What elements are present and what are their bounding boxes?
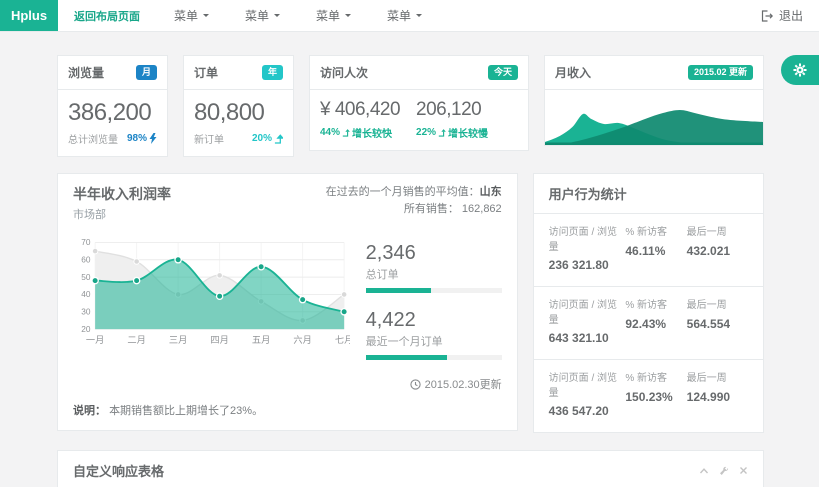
stat-value: 386,200	[68, 99, 152, 126]
stat-card-visitors: 访问人次 今天 ¥ 406,420 44% 增长较快	[309, 55, 529, 151]
svg-text:50: 50	[81, 272, 91, 282]
nav-menu[interactable]: 菜单	[298, 0, 369, 31]
close-icon	[740, 467, 747, 474]
back-to-layout-link[interactable]: 返回布局页面	[74, 10, 140, 23]
monthly-income-area-chart	[545, 110, 763, 145]
svg-text:五月: 五月	[252, 335, 270, 345]
panel-title: 用户行为统计	[533, 174, 763, 214]
settings-fab[interactable]	[781, 55, 819, 85]
sales-meta: 在过去的一个月销售的平均值：山东 所有销售： 162,862	[325, 186, 502, 215]
clock-icon	[409, 378, 421, 390]
panel-title: 自定义响应表格	[73, 464, 165, 479]
stat-card-pageviews: 浏览量 月 386,200 总计浏览量 98%	[57, 55, 168, 157]
progress-bar	[365, 288, 502, 293]
svg-text:60: 60	[81, 255, 91, 265]
level-up-icon	[342, 129, 350, 137]
svg-text:30: 30	[81, 307, 91, 317]
stat-label: 新订单	[194, 135, 224, 146]
stat-value: 80,800	[194, 99, 265, 126]
visitors-right-col: 206,120 22% 增长较慢	[416, 99, 488, 140]
user-stats-row: 访问页面 / 浏览量 643 321.10 % 新访客 92.43% 最后一周 …	[533, 287, 763, 360]
svg-text:20: 20	[81, 324, 91, 334]
progress-bar	[365, 355, 502, 360]
user-stats-row: 访问页面 / 浏览量 236 321.80 % 新访客 46.11% 最后一周 …	[533, 214, 763, 287]
responsive-table-panel: 自定义响应表格	[57, 450, 764, 487]
svg-text:七月: 七月	[335, 335, 350, 345]
period-badge: 今天	[487, 65, 518, 80]
chevron-down-icon	[345, 14, 352, 20]
panel-subtitle: 市场部	[73, 209, 106, 221]
svg-text:70: 70	[81, 237, 91, 247]
chevron-down-icon	[203, 14, 210, 20]
panel-title: 半年收入利润率	[73, 186, 171, 202]
svg-text:40: 40	[81, 289, 91, 299]
period-badge: 月	[135, 65, 157, 80]
user-behavior-panel: 用户行为统计 访问页面 / 浏览量 236 321.80 % 新访客 46.11…	[532, 173, 764, 433]
stat-card-orders: 订单 年 80,800 新订单 20%	[183, 55, 294, 157]
card-title: 访问人次	[320, 66, 369, 80]
svg-text:三月: 三月	[169, 335, 187, 345]
nav-menu[interactable]: 菜单	[227, 0, 298, 31]
top-navbar: Hplus 返回布局页面 菜单 菜单 菜单 菜单 退出	[0, 0, 819, 32]
page-content: 浏览量 月 386,200 总计浏览量 98% 订单	[0, 32, 819, 487]
chart-footnote: 说明： 本期销售额比上期增长了23%。	[73, 405, 264, 417]
stat-value: ¥ 406,420	[320, 99, 401, 120]
brand-logo[interactable]: Hplus	[0, 0, 58, 31]
svg-text:四月: 四月	[210, 335, 228, 345]
stat-value: 206,120	[416, 99, 482, 120]
logout-button[interactable]: 退出	[745, 0, 819, 31]
svg-text:六月: 六月	[293, 334, 311, 345]
nav-menu[interactable]: 菜单	[369, 0, 440, 31]
level-up-icon	[274, 133, 283, 144]
stat-delta: 44% 增长较快	[320, 127, 393, 140]
nav-menus: 菜单 菜单 菜单 菜单	[156, 0, 440, 31]
stat-delta: 22% 增长较慢	[416, 127, 489, 140]
close-button[interactable]	[739, 466, 748, 475]
visitors-left-col: ¥ 406,420 44% 增长较快	[320, 99, 401, 140]
stat-label: 总计浏览量	[68, 135, 118, 146]
card-title: 订单	[194, 66, 219, 80]
stat-delta: 20%	[252, 133, 283, 144]
order-summary-item: 2,346 总订单	[365, 242, 502, 293]
card-title: 月收入	[555, 66, 592, 80]
settings-button[interactable]	[719, 466, 729, 476]
revenue-chart-panel: 半年收入利润率 市场部 在过去的一个月销售的平均值：山东 所有销售： 162,8…	[57, 173, 518, 431]
half-year-profit-chart: 20 30 40 50 60 70 一月 二月 三月 四月 五月 六月 七月	[81, 237, 350, 345]
order-summary-item: 4,422 最近一个月订单	[365, 309, 502, 360]
card-title: 浏览量	[68, 66, 105, 80]
chevron-down-icon	[416, 14, 423, 20]
level-up-icon	[438, 129, 446, 137]
stat-cards-row: 浏览量 月 386,200 总计浏览量 98% 订单	[57, 55, 764, 157]
gear-icon	[793, 63, 807, 77]
user-stats-rows: 访问页面 / 浏览量 236 321.80 % 新访客 46.11% 最后一周 …	[533, 214, 763, 432]
chevron-down-icon	[274, 14, 281, 20]
chevron-up-icon	[699, 467, 709, 473]
wrench-icon	[720, 466, 729, 475]
sign-out-icon	[761, 9, 773, 22]
user-stats-row: 访问页面 / 浏览量 436 547.20 % 新访客 150.23% 最后一周…	[548, 373, 731, 418]
stat-delta: 98%	[127, 133, 157, 144]
svg-text:一月: 一月	[86, 335, 104, 345]
orders-summary: 2,346 总订单 4,422 最近一个月订单 2015.02.30更新	[350, 232, 502, 392]
stat-card-monthly-income: 月收入 2015.02 更新	[544, 55, 764, 146]
nav-menu[interactable]: 菜单	[156, 0, 227, 31]
updated-badge: 2015.02 更新	[687, 65, 753, 80]
collapse-button[interactable]	[699, 467, 709, 475]
svg-text:二月: 二月	[127, 335, 145, 345]
bolt-icon	[149, 133, 157, 144]
chart-updated: 2015.02.30更新	[366, 376, 502, 392]
period-badge: 年	[261, 65, 283, 80]
